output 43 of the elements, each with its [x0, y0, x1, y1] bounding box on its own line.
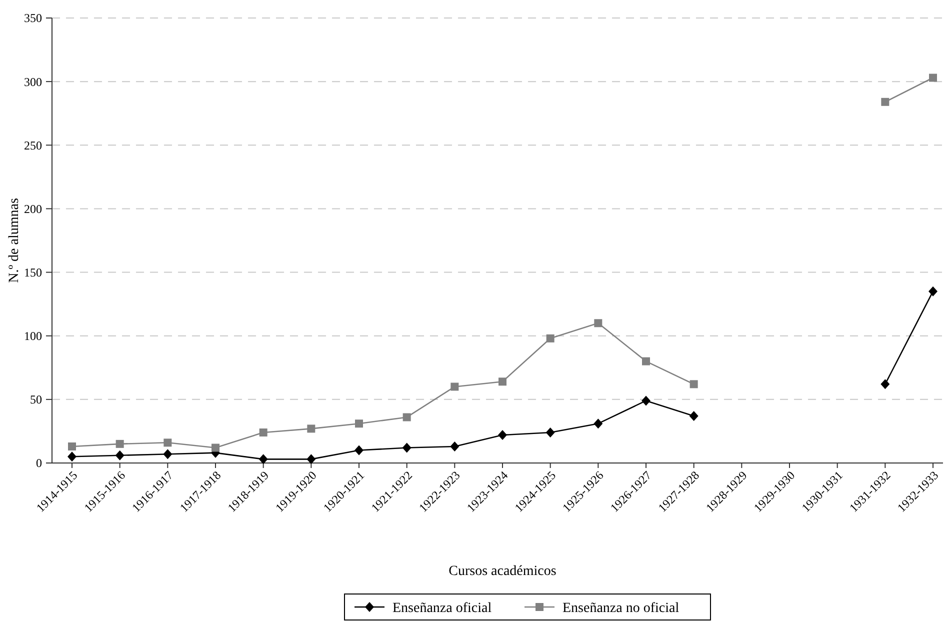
y-tick-label: 100	[24, 329, 42, 344]
y-tick-label: 200	[24, 202, 42, 216]
y-tick-label: 0	[36, 456, 42, 470]
point	[306, 454, 316, 464]
point	[164, 438, 172, 447]
point	[68, 452, 76, 462]
point	[116, 440, 124, 448]
point	[546, 334, 554, 342]
point	[689, 410, 698, 421]
point	[402, 442, 412, 453]
point	[68, 442, 76, 450]
point	[929, 74, 937, 82]
legend-label: Enseñanza no oficial	[562, 600, 680, 616]
point	[642, 396, 650, 406]
point	[594, 418, 603, 429]
point	[928, 286, 938, 296]
point	[498, 378, 506, 386]
point	[450, 441, 460, 452]
point	[642, 357, 650, 366]
point	[880, 379, 890, 390]
legend-label: Enseñanza oficial	[392, 600, 492, 616]
point	[498, 430, 507, 440]
point	[259, 428, 268, 436]
point	[258, 454, 268, 464]
point	[690, 380, 698, 388]
y-tick-label: 250	[24, 138, 42, 152]
y-tick-label: 300	[24, 74, 42, 89]
y-tick-label: 350	[24, 11, 42, 26]
point	[594, 319, 602, 328]
x-axis-title: Cursos académicos	[448, 564, 556, 579]
point	[115, 450, 124, 460]
point	[163, 449, 172, 460]
point	[354, 445, 364, 456]
y-axis-title: N.º de alumnas	[7, 198, 22, 283]
point	[212, 444, 220, 452]
point	[402, 413, 411, 422]
point	[546, 427, 555, 438]
point	[355, 420, 363, 428]
point	[307, 424, 316, 433]
point	[881, 98, 890, 106]
point	[450, 382, 459, 391]
y-tick-label: 150	[24, 265, 42, 280]
y-tick-label: 50	[30, 392, 42, 407]
